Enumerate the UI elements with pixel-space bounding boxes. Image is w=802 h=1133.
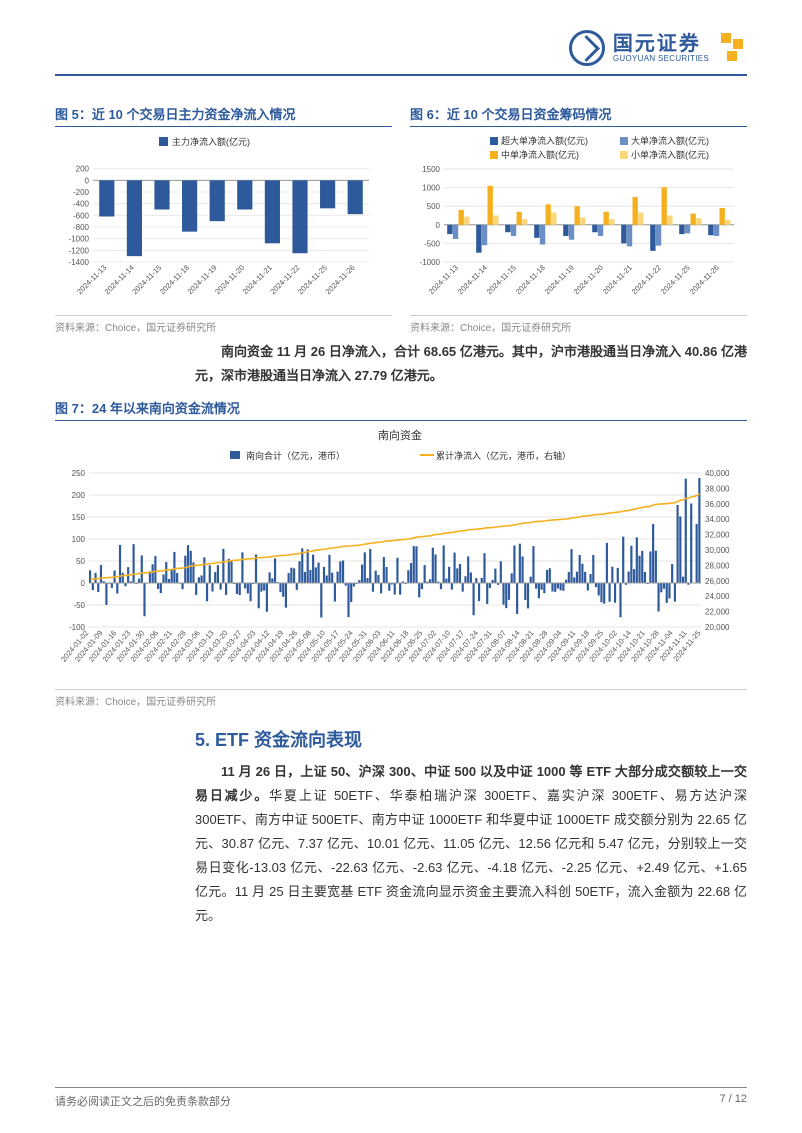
svg-text:2024-11-13: 2024-11-13 (427, 263, 460, 296)
svg-text:2024-11-25: 2024-11-25 (659, 263, 692, 296)
fig6-chart: 超大单净流入额(亿元) 大单净流入额(亿元) 中单净流入额(亿元) 小单净流入额(亿元… (410, 133, 747, 311)
logo-mark-icon (569, 30, 605, 66)
svg-text:2024-11-26: 2024-11-26 (324, 263, 357, 296)
svg-text:-1000: -1000 (420, 258, 441, 267)
fig5-svg: 主力净流入额(亿元) 200 0 -200 -400 -600 -800 -1000 -1200… (55, 133, 375, 308)
fig5-source: 资料来源：Choice，国元证券研究所 (55, 315, 392, 334)
svg-text:-1000: -1000 (69, 235, 90, 244)
fig5-chart: 主力净流入额(亿元) 200 0 -200 -400 -600 -800 -1000 -1200… (55, 133, 392, 311)
svg-text:2024-11-19: 2024-11-19 (543, 263, 576, 296)
fig6-title: 图 6：近 10 个交易日资金筹码情况 (410, 104, 747, 127)
svg-text:40,000: 40,000 (705, 469, 730, 478)
svg-text:2024-11-21: 2024-11-21 (601, 263, 634, 296)
svg-text:-50: -50 (73, 601, 85, 610)
page-header: 国元证券 GUOYUAN SECURITIES (55, 30, 747, 76)
brand-text: 国元证券 GUOYUAN SECURITIES (613, 33, 709, 64)
svg-text:24,000: 24,000 (705, 592, 730, 601)
svg-text:南向合计（亿元，港币）: 南向合计（亿元，港币） (246, 450, 345, 461)
svg-text:中单净流入额(亿元): 中单净流入额(亿元) (501, 149, 579, 160)
svg-text:0: 0 (81, 579, 86, 588)
svg-text:30,000: 30,000 (705, 546, 730, 555)
fig5-title: 图 5：近 10 个交易日主力资金净流入情况 (55, 104, 392, 127)
section-5-heading: 5. ETF 资金流向表现 (195, 726, 747, 752)
svg-text:2024-11-15: 2024-11-15 (485, 263, 518, 296)
svg-text:500: 500 (427, 202, 441, 211)
section-5-para: 11 月 26 日，上证 50、沪深 300、中证 500 以及中证 1000 … (55, 760, 747, 928)
figure-6: 图 6：近 10 个交易日资金筹码情况 超大单净流入额(亿元) 大单净流入额(亿元… (410, 104, 747, 334)
svg-text:0: 0 (436, 221, 441, 230)
svg-text:100: 100 (72, 535, 86, 544)
brand-name-en: GUOYUAN SECURITIES (613, 55, 709, 64)
svg-text:2024-11-20: 2024-11-20 (572, 263, 605, 296)
fig7-title: 图 7：24 年以来南向资金流情况 (55, 398, 747, 421)
brand-name-cn: 国元证券 (613, 33, 709, 55)
svg-text:200: 200 (76, 165, 90, 174)
svg-text:32,000: 32,000 (705, 531, 730, 540)
figure-5: 图 5：近 10 个交易日主力资金净流入情况 主力净流入额(亿元) 200 0 -20… (55, 104, 392, 334)
svg-text:36,000: 36,000 (705, 500, 730, 509)
svg-text:2024-11-26: 2024-11-26 (688, 263, 721, 296)
fig7-svg: 南向资金南向合计（亿元，港币） 累计净流入（亿元，港币，右轴） 250 200 150 1… (55, 427, 745, 682)
svg-text:26,000: 26,000 (705, 577, 730, 586)
svg-text:累计净流入（亿元，港币，右轴）: 累计净流入（亿元，港币，右轴） (436, 450, 571, 461)
southbound-summary: 南向资金 11 月 26 日净流入，合计 68.65 亿港元。其中，沪市港股通当… (55, 340, 747, 388)
svg-text:2024-11-14: 2024-11-14 (456, 263, 489, 296)
logo-deco-icon (721, 33, 747, 63)
svg-text:-600: -600 (73, 211, 90, 220)
svg-text:-1400: -1400 (69, 258, 90, 267)
svg-text:-200: -200 (73, 188, 90, 197)
svg-text:28,000: 28,000 (705, 561, 730, 570)
fig6-source: 资料来源：Choice，国元证券研究所 (410, 315, 747, 334)
svg-text:-400: -400 (73, 200, 90, 209)
svg-text:小单净流入额(亿元): 小单净流入额(亿元) (631, 149, 709, 160)
svg-text:22,000: 22,000 (705, 608, 730, 617)
brand-logo: 国元证券 GUOYUAN SECURITIES (569, 30, 747, 66)
svg-text:-1200: -1200 (69, 246, 90, 255)
section-5-rest: 华夏上证 50ETF、华泰柏瑞沪深 300ETF、嘉实沪深 300ETF、易方达… (195, 788, 747, 923)
figure-7: 图 7：24 年以来南向资金流情况 南向资金南向合计（亿元，港币） 累计净流入（亿… (55, 398, 747, 708)
fig6-svg: 超大单净流入额(亿元) 大单净流入额(亿元) 中单净流入额(亿元) 小单净流入额(亿元… (410, 133, 740, 308)
svg-text:38,000: 38,000 (705, 484, 730, 493)
footer-disclaimer: 请务必阅读正文之后的免责条款部分 (55, 1093, 231, 1109)
svg-text:主力净流入额(亿元): 主力净流入额(亿元) (172, 136, 250, 147)
svg-text:200: 200 (72, 491, 86, 500)
svg-text:大单净流入额(亿元): 大单净流入额(亿元) (631, 135, 709, 146)
fig-row-5-6: 图 5：近 10 个交易日主力资金净流入情况 主力净流入额(亿元) 200 0 -20… (55, 104, 747, 334)
svg-text:-800: -800 (73, 223, 90, 232)
fig7-source: 资料来源：Choice，国元证券研究所 (55, 689, 747, 708)
fig7-chart: 南向资金南向合计（亿元，港币） 累计净流入（亿元，港币，右轴） 250 200 150 1… (55, 427, 747, 685)
svg-text:20,000: 20,000 (705, 623, 730, 632)
footer-page-number: 7 / 12 (719, 1093, 747, 1109)
svg-text:1500: 1500 (422, 165, 440, 174)
svg-text:1000: 1000 (422, 184, 440, 193)
page-footer: 请务必阅读正文之后的免责条款部分 7 / 12 (55, 1087, 747, 1109)
svg-text:-500: -500 (424, 239, 441, 248)
svg-text:50: 50 (76, 557, 85, 566)
svg-text:南向资金: 南向资金 (378, 428, 422, 442)
svg-text:34,000: 34,000 (705, 515, 730, 524)
svg-text:250: 250 (72, 469, 86, 478)
svg-text:150: 150 (72, 513, 86, 522)
svg-text:2024-11-18: 2024-11-18 (514, 263, 547, 296)
svg-text:2024-11-22: 2024-11-22 (630, 263, 663, 296)
svg-text:超大单净流入额(亿元): 超大单净流入额(亿元) (501, 135, 588, 146)
svg-text:0: 0 (85, 176, 90, 185)
